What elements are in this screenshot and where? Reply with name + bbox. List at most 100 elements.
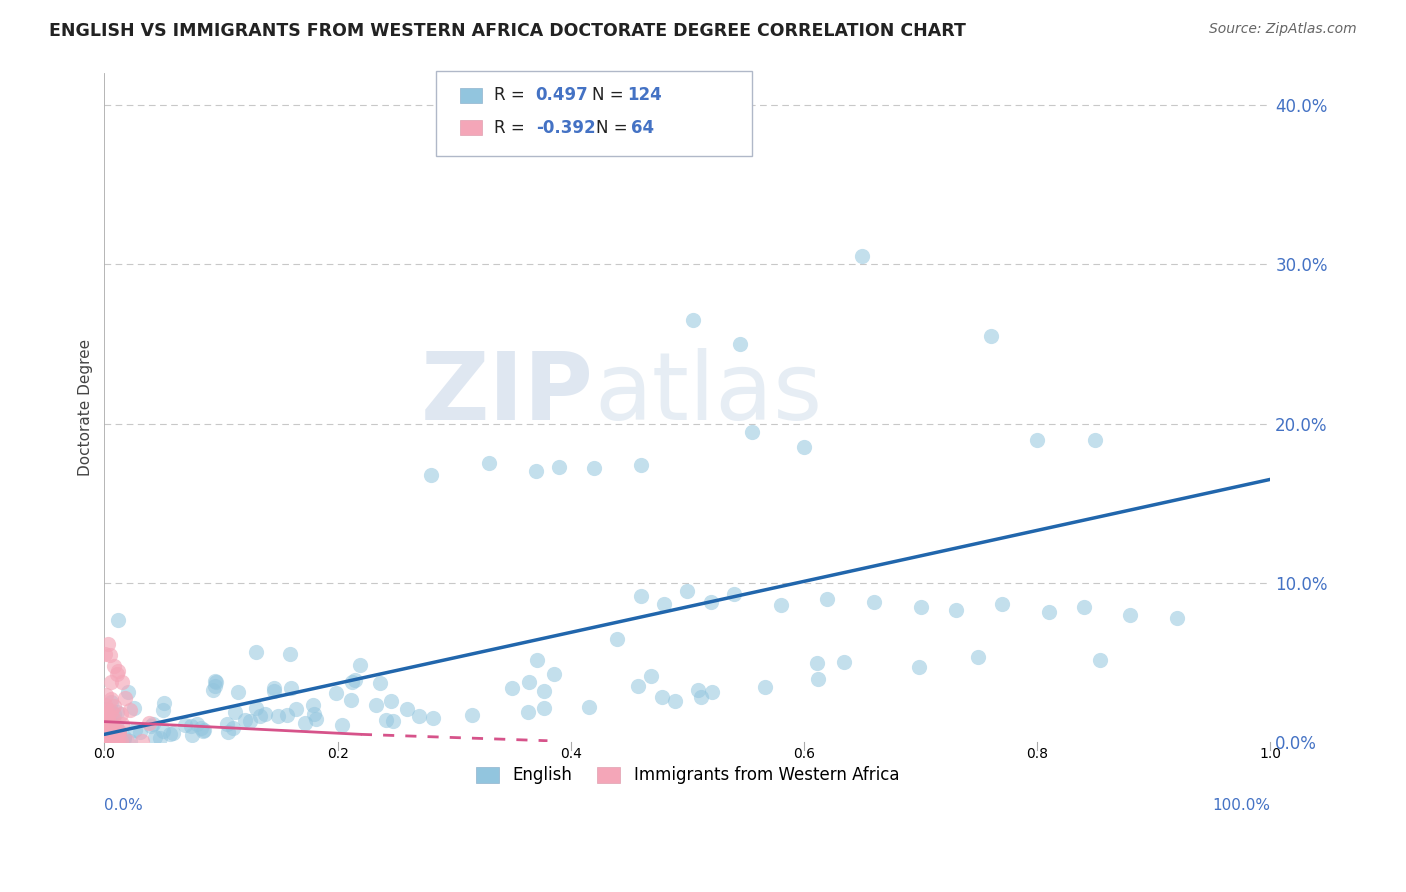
Point (181, 728, 204, 742)
Text: 0.497: 0.497 (536, 87, 589, 104)
Point (96, 714, 118, 728)
Text: Source: ZipAtlas.com: Source: ZipAtlas.com (1209, 22, 1357, 37)
Point (96, 689, 118, 703)
Point (793, 441, 815, 455)
Point (343, 673, 366, 687)
Point (100, 695, 122, 709)
Point (740, 425, 762, 439)
Point (340, 674, 363, 689)
Point (676, 583, 699, 598)
Point (205, 675, 228, 690)
Text: ZIP: ZIP (422, 348, 595, 441)
Point (533, 683, 555, 698)
Point (380, 694, 402, 708)
Point (908, 660, 931, 674)
Point (408, 709, 430, 723)
Point (217, 725, 239, 739)
Text: R =: R = (494, 119, 530, 136)
Point (834, 655, 856, 669)
Text: ENGLISH VS IMMIGRANTS FROM WESTERN AFRICA DOCTORATE DEGREE CORRELATION CHART: ENGLISH VS IMMIGRANTS FROM WESTERN AFRIC… (49, 22, 966, 40)
Point (1073, 599, 1095, 614)
Point (381, 714, 404, 728)
Point (204, 673, 226, 688)
Point (263, 681, 285, 695)
Text: 64: 64 (631, 119, 654, 136)
Point (245, 645, 267, 659)
Point (94, 698, 117, 713)
Point (548, 459, 571, 474)
Point (94, 733, 117, 747)
Point (98, 733, 121, 747)
Point (276, 707, 298, 722)
Point (98, 723, 121, 737)
Point (689, 690, 711, 704)
Point (228, 685, 250, 699)
Point (112, 730, 135, 744)
Point (96, 732, 118, 747)
Point (980, 329, 1002, 343)
Point (651, 690, 673, 704)
Point (364, 698, 387, 713)
Point (723, 587, 745, 601)
Point (630, 458, 652, 472)
Point (419, 467, 441, 482)
Point (1088, 653, 1111, 667)
Point (375, 713, 398, 727)
Point (101, 711, 124, 725)
Point (239, 714, 262, 729)
Point (110, 733, 132, 747)
Point (105, 733, 128, 747)
Point (115, 733, 138, 747)
Point (100, 730, 122, 744)
Point (349, 657, 371, 672)
Point (325, 686, 347, 700)
Point (112, 731, 135, 746)
Point (96, 712, 118, 726)
Point (202, 683, 225, 698)
Point (1038, 605, 1060, 619)
Point (754, 680, 776, 694)
Point (370, 676, 392, 690)
Point (142, 717, 165, 731)
Point (517, 675, 540, 690)
Point (302, 707, 325, 722)
Point (97, 721, 120, 735)
Point (101, 720, 124, 734)
Point (524, 464, 547, 478)
Point (105, 705, 128, 719)
Point (94, 647, 117, 661)
Legend: English, Immigrants from Western Africa: English, Immigrants from Western Africa (468, 760, 905, 791)
Point (138, 716, 160, 731)
Point (100, 733, 122, 747)
Point (111, 716, 134, 731)
Point (245, 700, 267, 714)
Point (131, 733, 153, 747)
Point (769, 599, 792, 613)
Point (285, 702, 308, 716)
Point (945, 603, 967, 617)
Point (640, 669, 662, 683)
Point (103, 699, 125, 714)
Point (107, 725, 129, 739)
Point (114, 690, 136, 705)
Point (339, 693, 361, 707)
Point (396, 702, 419, 716)
Point (94, 718, 117, 732)
Point (991, 597, 1014, 611)
Point (728, 337, 751, 351)
Point (96, 703, 118, 717)
Point (162, 726, 184, 740)
Point (149, 731, 172, 746)
Point (280, 647, 302, 661)
Point (305, 712, 328, 726)
Point (100, 675, 122, 690)
Text: 100.0%: 100.0% (1212, 798, 1271, 814)
Point (700, 685, 723, 699)
Point (1166, 611, 1188, 625)
Point (851, 249, 873, 263)
Point (173, 717, 195, 731)
Point (254, 706, 277, 721)
Point (224, 706, 246, 720)
Point (139, 719, 162, 733)
Point (186, 716, 208, 731)
